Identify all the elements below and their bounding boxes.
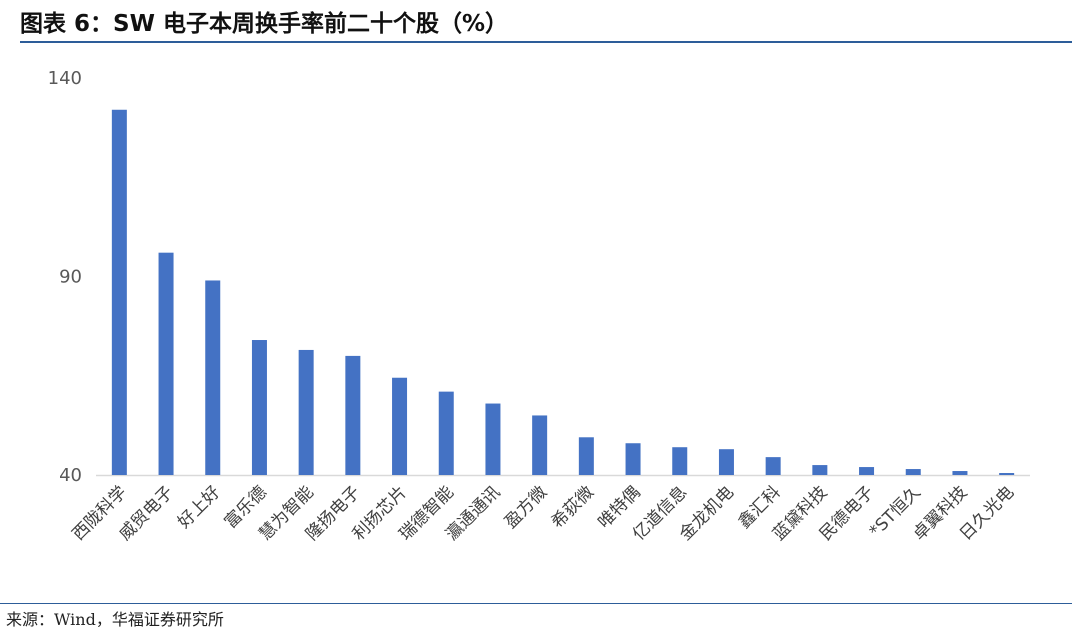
bar bbox=[438, 391, 454, 475]
y-tick-label: 40 bbox=[59, 465, 82, 486]
chart-title: 图表 6：SW 电子本周换手率前二十个股（%） bbox=[20, 11, 508, 37]
y-tick-label: 90 bbox=[59, 267, 82, 288]
title-divider bbox=[20, 41, 1072, 43]
x-tick-label: 好上好 bbox=[174, 482, 224, 532]
bar bbox=[251, 340, 267, 475]
bar bbox=[672, 447, 688, 475]
bars-group bbox=[111, 109, 1015, 475]
x-axis-labels: 西陇科学威贸电子好上好富乐德慧为智能隆扬电子利扬芯片瑞德智能瀛通通讯盈方微希荻微… bbox=[69, 482, 1019, 545]
bar-chart: 40 90 140 西陇科学 威贸电子 好上好 富乐德 慧为智能 隆扬电子 利扬芯片 瑞德智能 瀛通… bbox=[0, 48, 1080, 600]
bar bbox=[812, 465, 828, 475]
bar bbox=[158, 252, 174, 475]
bar bbox=[345, 355, 361, 475]
bar bbox=[859, 467, 875, 475]
bar bbox=[111, 109, 127, 475]
x-tick-label: 希荻微 bbox=[548, 482, 598, 532]
bar bbox=[625, 443, 641, 475]
bar bbox=[485, 403, 501, 475]
bar bbox=[298, 349, 314, 475]
bar bbox=[999, 473, 1015, 475]
bar bbox=[532, 415, 548, 475]
source-note: 来源：Wind，华福证券研究所 bbox=[6, 610, 224, 629]
bar bbox=[718, 449, 734, 475]
y-tick-label: 140 bbox=[48, 68, 82, 89]
bar bbox=[578, 437, 594, 475]
bar bbox=[952, 471, 968, 475]
footer-divider bbox=[0, 603, 1072, 604]
x-tick-label: 盈方微 bbox=[501, 482, 551, 532]
bar-chart-svg: 40 90 140 西陇科学威贸电子好上好富乐德慧为智能隆扬电子利扬芯片瑞德智能瀛通… bbox=[48, 68, 1030, 545]
bar bbox=[205, 280, 221, 475]
bar bbox=[392, 377, 408, 475]
y-axis-ticks: 40 90 140 bbox=[48, 68, 82, 486]
bar bbox=[765, 457, 781, 475]
bar bbox=[905, 469, 921, 475]
